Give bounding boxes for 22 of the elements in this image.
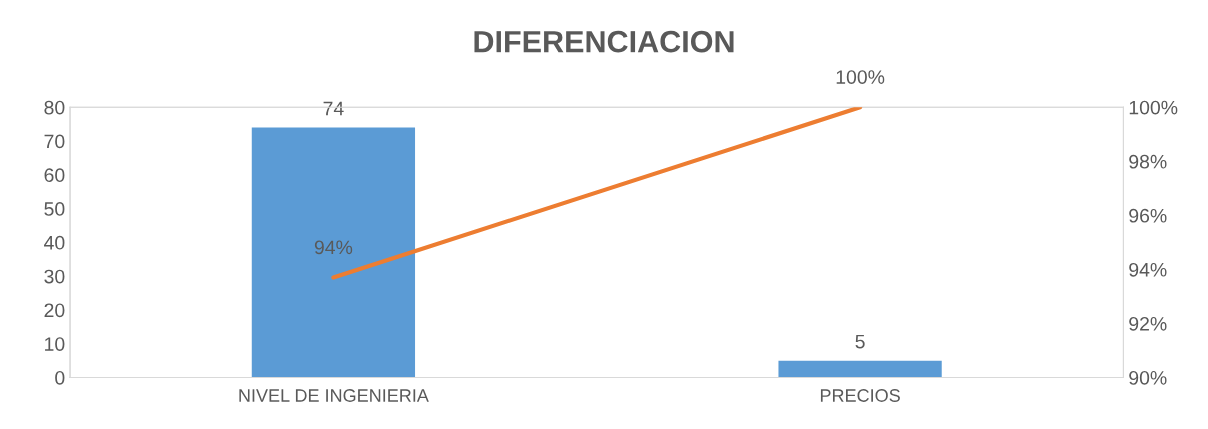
data-label: 100% [836,70,885,84]
y2-tick-label: 96% [1129,208,1167,223]
y-tick-label: 70 [44,134,65,149]
y-tick-label: 30 [44,269,65,284]
x-tick-label: NIVEL DE INGENIERIA [239,389,429,402]
data-label: 74 [323,101,344,116]
y-tick-label: 10 [45,337,65,351]
y-tick-label: 20 [44,303,65,318]
data-label: 94% [314,240,353,255]
y-tick-label: 60 [44,168,65,183]
y2-tick-label: 100% [1129,100,1178,115]
y-tick-label: 50 [44,202,65,216]
y2-tick-label: 94% [1129,262,1167,277]
y2-tick-label: 92% [1129,316,1167,331]
data-label: 5 [855,334,865,349]
y2-tick-label: 98% [1129,154,1167,169]
y2-tick-label: 90% [1129,370,1167,385]
x-tick-label: PRECIOS [820,389,900,402]
y-tick-label: 0 [55,370,65,385]
chart-title: DIFERENCIACION [474,30,734,53]
y-tick-label: 40 [44,235,65,250]
y-tick-label: 80 [44,100,65,115]
